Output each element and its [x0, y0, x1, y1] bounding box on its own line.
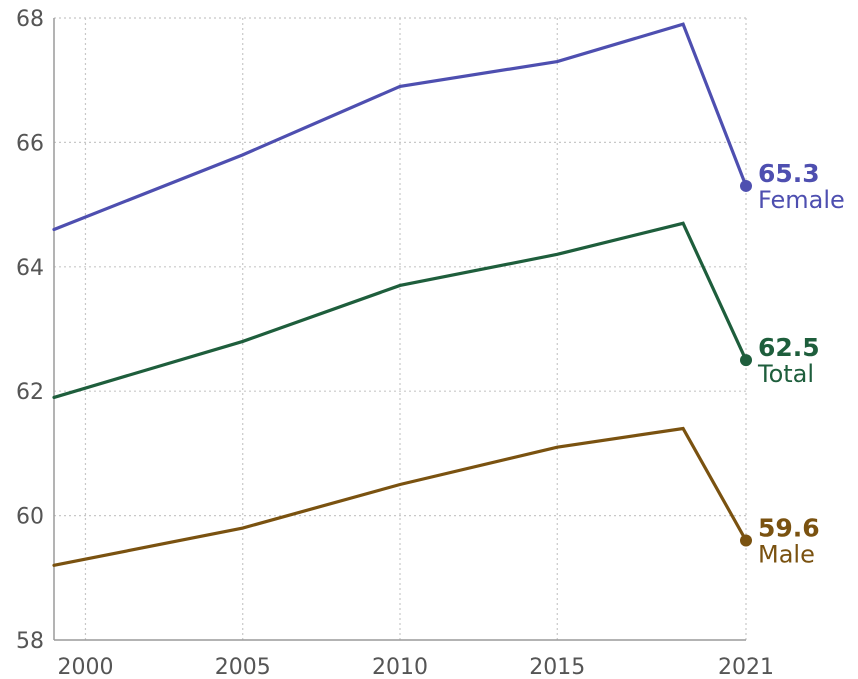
end-value-female: 65.3 — [758, 159, 820, 188]
end-value-male: 59.6 — [758, 513, 820, 542]
y-tick-label: 68 — [16, 7, 44, 32]
end-name-total: Total — [757, 360, 814, 388]
end-marker-female — [740, 179, 752, 192]
y-tick-label: 62 — [16, 380, 44, 405]
x-tick-label: 2000 — [57, 655, 113, 679]
end-marker-male — [740, 534, 752, 547]
y-tick-label: 58 — [16, 629, 44, 654]
end-name-male: Male — [758, 540, 815, 568]
end-name-female: Female — [758, 186, 845, 214]
y-tick-label: 64 — [16, 256, 44, 281]
tick-labels: 58 60 62 64 66 68 2000 2005 2010 2015 2021 — [16, 7, 774, 679]
x-tick-label: 2021 — [718, 655, 774, 679]
x-tick-label: 2010 — [372, 655, 428, 679]
x-tick-label: 2005 — [215, 655, 271, 679]
series-line-female — [52, 22, 748, 232]
series-line-male — [52, 426, 748, 567]
series-line-total — [52, 221, 748, 400]
x-tick-label: 2015 — [529, 655, 585, 679]
grid — [54, 17, 747, 640]
y-tick-label: 66 — [16, 131, 44, 156]
end-value-total: 62.5 — [758, 333, 820, 362]
y-tick-label: 60 — [16, 505, 44, 530]
series-lines — [52, 22, 752, 567]
axes — [53, 18, 746, 641]
end-marker-total — [740, 354, 752, 367]
